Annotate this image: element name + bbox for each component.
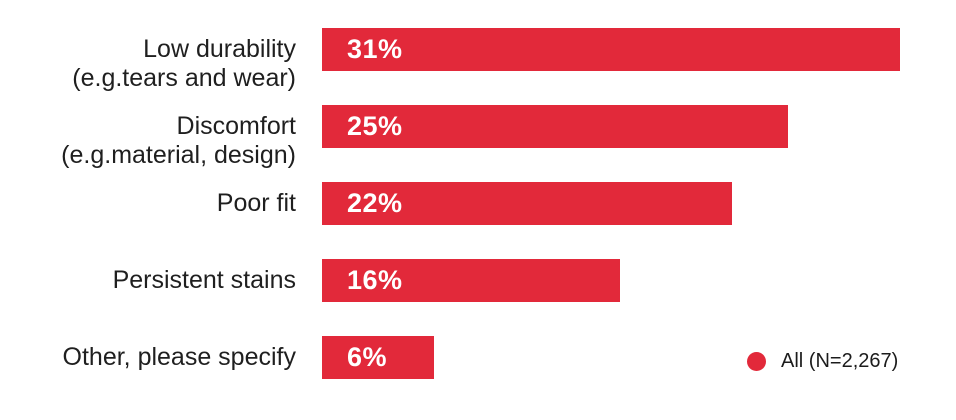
bar-track: 22% <box>322 182 956 225</box>
bar-value-label: 6% <box>347 342 388 372</box>
bar-row: Low durability (e.g.tears and wear) 31% <box>0 28 956 92</box>
legend: All (N=2,267) <box>747 350 898 373</box>
bar[interactable]: 16% <box>322 259 620 302</box>
category-label: Discomfort (e.g.material, design) <box>61 111 296 169</box>
legend-circle-icon <box>747 352 766 371</box>
bar-value-label: 16% <box>347 265 403 295</box>
bar[interactable]: 31% <box>322 28 900 71</box>
bar[interactable]: 25% <box>322 105 788 148</box>
category-label: Persistent stains <box>112 266 296 294</box>
bar-chart: Low durability (e.g.tears and wear) 31% … <box>0 28 956 413</box>
bar-value-label: 31% <box>347 34 403 64</box>
category-label: Other, please specify <box>62 343 296 371</box>
bar-row: Discomfort (e.g.material, design) 25% <box>0 105 956 169</box>
bar-row: Other, please specify 6% <box>0 336 956 379</box>
category-label: Low durability (e.g.tears and wear) <box>72 34 296 92</box>
bar[interactable]: 22% <box>322 182 732 225</box>
bar-value-label: 25% <box>347 111 403 141</box>
legend-label: All (N=2,267) <box>781 350 899 372</box>
bar-track: 6% <box>322 336 956 379</box>
bar-track: 25% <box>322 105 956 148</box>
bar-row: Persistent stains 16% <box>0 259 956 302</box>
category-label: Poor fit <box>216 189 296 217</box>
bar-row: Poor fit 22% <box>0 182 956 225</box>
bar[interactable]: 6% <box>322 336 434 379</box>
bar-track: 16% <box>322 259 956 302</box>
bar-track: 31% <box>322 28 956 71</box>
bar-value-label: 22% <box>347 188 403 218</box>
